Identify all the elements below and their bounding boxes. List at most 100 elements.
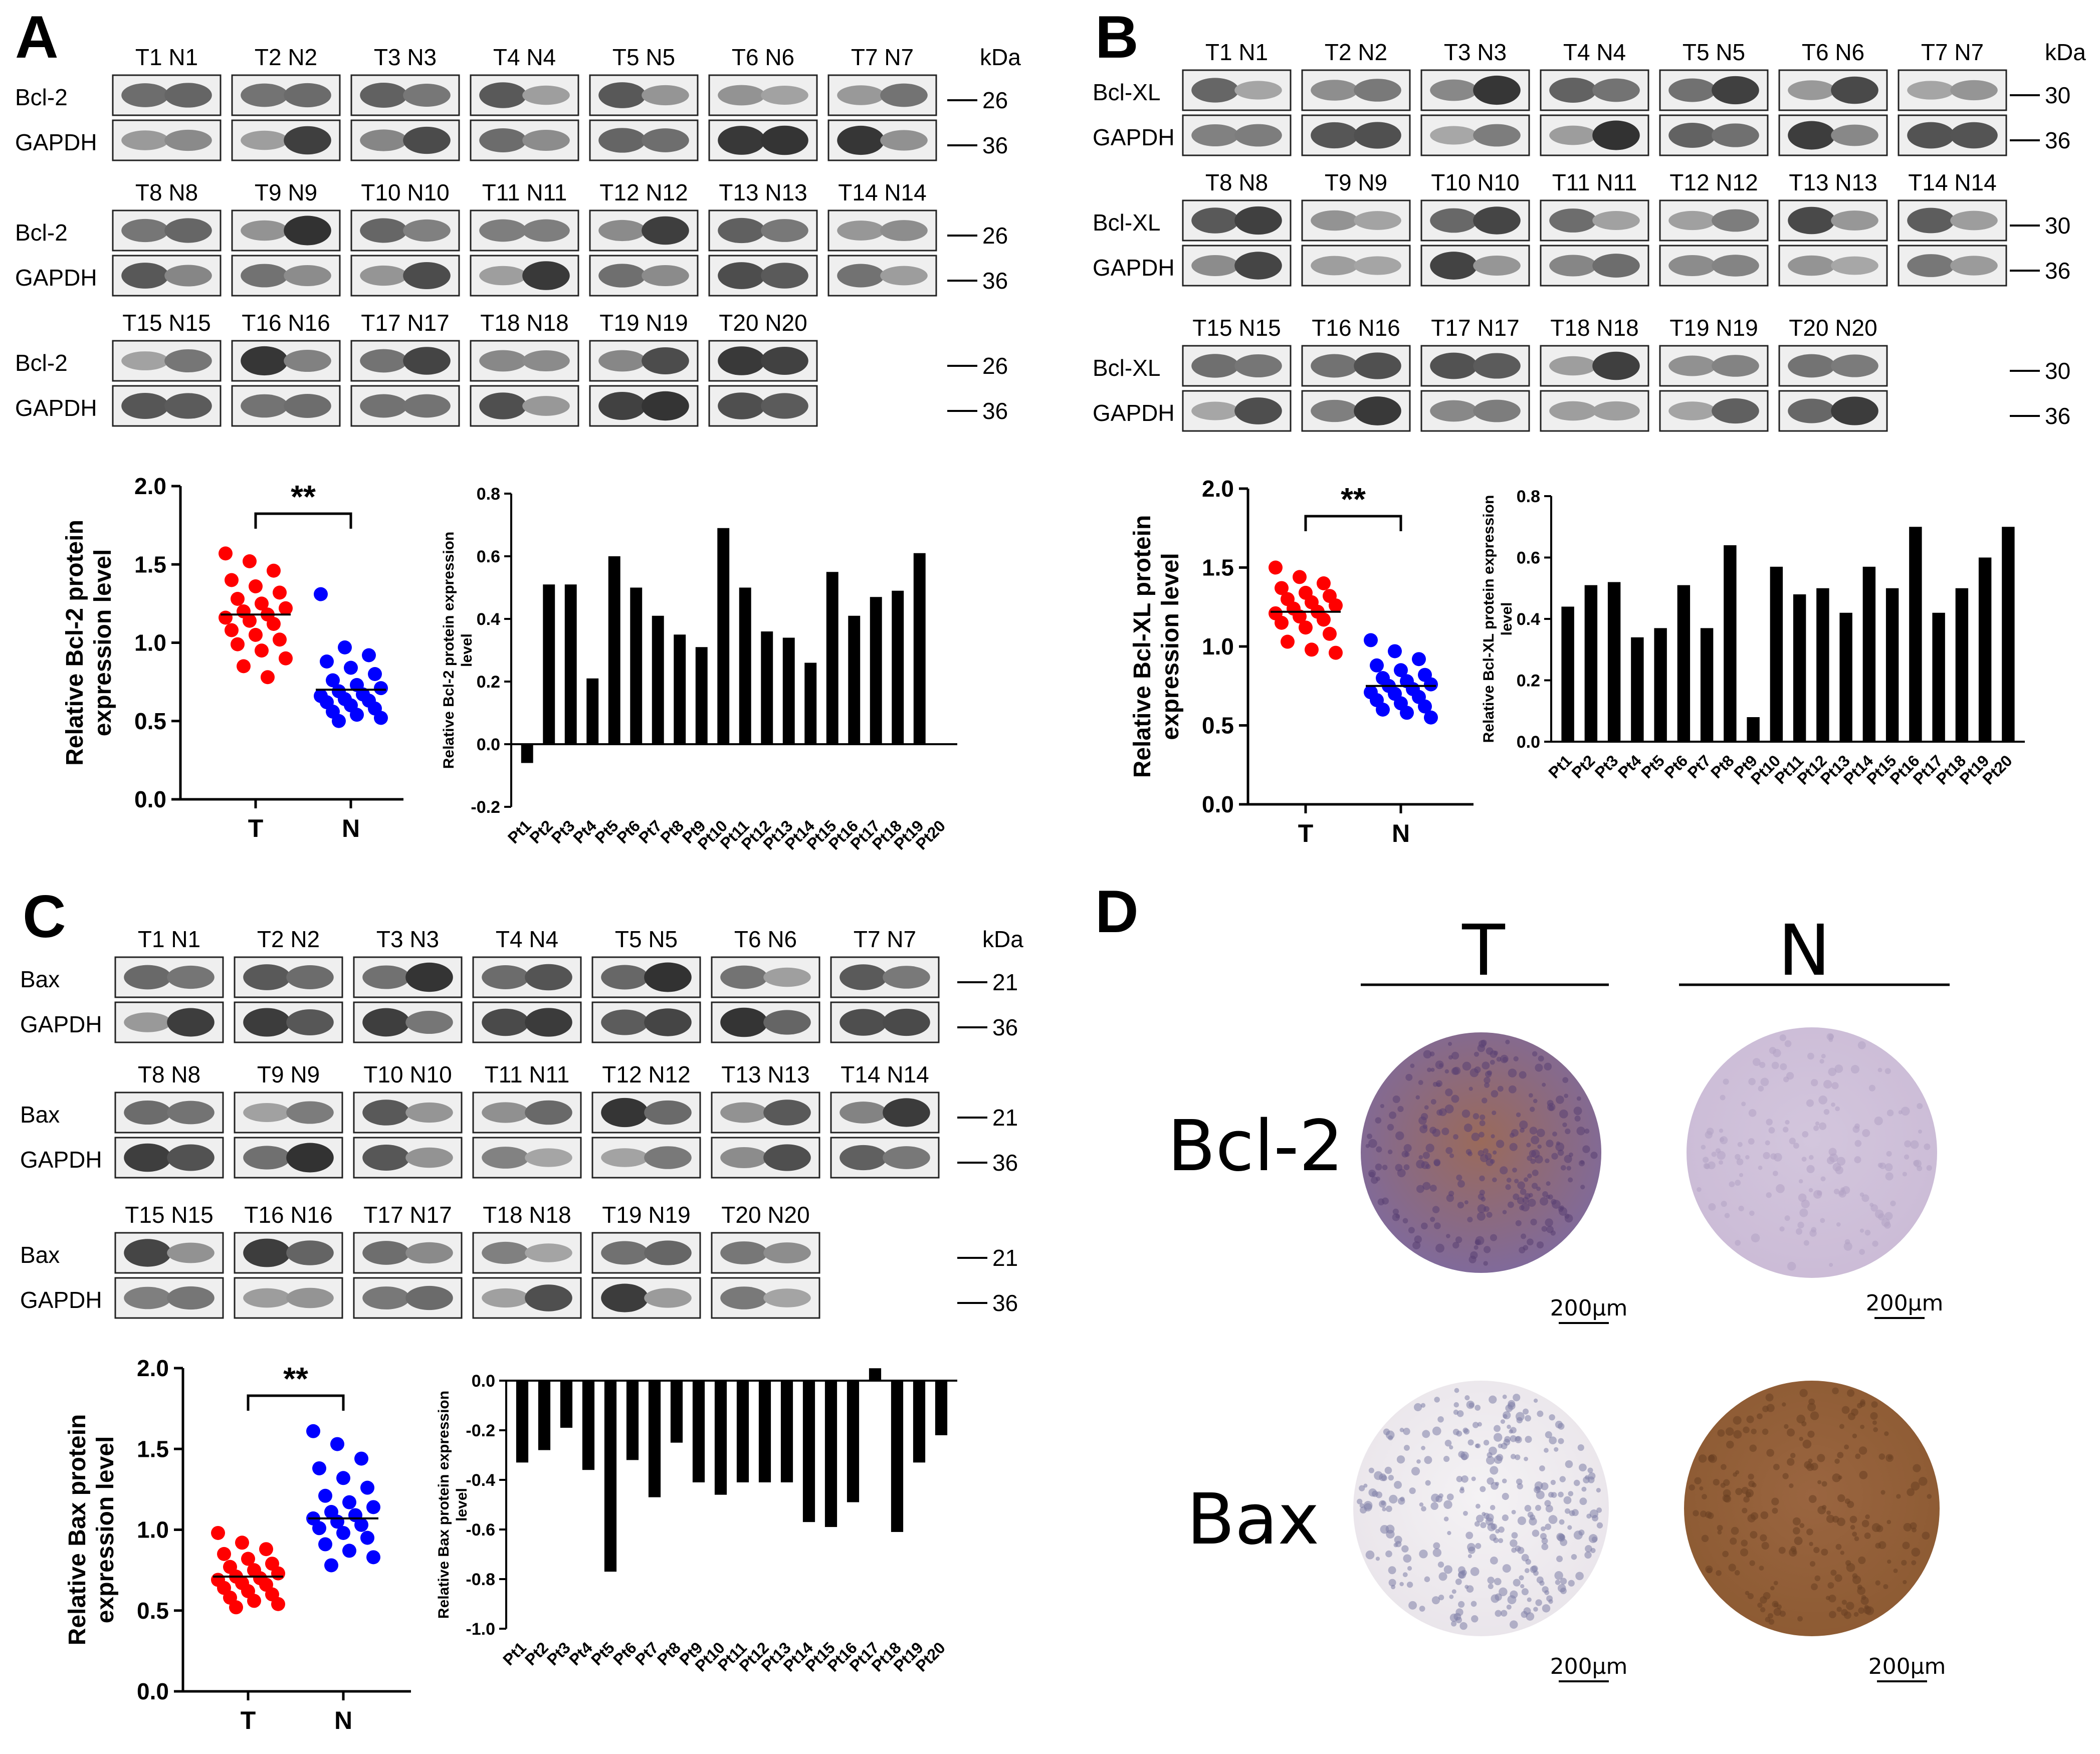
band-n [642,216,689,245]
data-point-n [1388,644,1402,659]
cell-dot [1539,1465,1545,1471]
band-n [167,1144,215,1171]
cell-dot [1734,1570,1740,1576]
cell-dot [1733,1430,1742,1439]
cell-dot [1446,1234,1450,1238]
cell-dot [1852,1575,1861,1585]
bar [648,1381,661,1497]
cell-dot [1462,1427,1468,1433]
cell-dot [1529,1127,1538,1135]
cell-dot [1698,1454,1707,1463]
cell-dot [1769,1047,1776,1054]
cell-dot [1424,1456,1432,1464]
cell-dot [1855,1453,1861,1459]
cell-dot [1713,1478,1720,1486]
cell-dot [1736,1158,1744,1166]
band-n [525,1100,572,1125]
band-t [241,130,288,150]
data-point-t [217,1547,231,1561]
bar [761,631,773,744]
cell-dot [1494,1578,1502,1586]
x-tick-label: N [1392,819,1410,847]
cell-dot [1821,1481,1827,1487]
band-t [1191,124,1239,147]
data-point-t [1299,620,1313,635]
cell-dot [1400,1496,1405,1502]
cell-dot [1741,1540,1748,1547]
cell-dot [1729,1181,1735,1187]
cell-dot [1721,1464,1727,1470]
mw-label-loading: 36 [2045,403,2070,429]
cell-dot [1835,1166,1843,1175]
cell-dot [1917,1103,1923,1110]
cell-dot [1865,1514,1870,1519]
cell-dot [1494,1455,1503,1464]
band-t [360,82,407,108]
ihc-panel: T N Bcl-2 Bax 200μm 200μm 200μm 200μm [1167,910,1950,1682]
cell-dot [1850,1524,1855,1530]
cell-dot [1536,1186,1541,1191]
band-t [243,1103,291,1122]
lane-pair-label: T10 N10 [1431,169,1519,195]
cell-dot [1565,1460,1573,1468]
band-n [883,1098,930,1127]
cell-dot [1831,1082,1839,1089]
band-t [241,346,288,376]
cell-dot [1448,1190,1454,1197]
cell-dot [1487,1452,1493,1458]
cell-dot [1517,1483,1523,1489]
cell-dot [1701,1145,1706,1150]
cell-dot [1746,1415,1754,1423]
mw-label-protein: 21 [992,1105,1018,1131]
cell-dot [1760,1511,1769,1519]
cell-dot [1524,1456,1528,1461]
band-t [601,1009,649,1035]
cell-dot [1551,1153,1558,1160]
cell-dot [1511,1129,1519,1137]
band-n [284,394,331,418]
cell-dot [1526,1612,1535,1621]
cell-dot [1749,1210,1755,1216]
cell-dot [1759,1566,1764,1571]
cell-dot [1456,1476,1463,1482]
y-axis-title: Relative Bcl-XL protein expression level [1481,495,1515,743]
mw-label-protein: 21 [992,969,1018,995]
cell-dot [1560,1587,1567,1594]
cell-dot [1430,1217,1435,1222]
cell-dot [1558,1207,1568,1216]
cell-dot [1467,1547,1476,1554]
cell-dot [1544,1062,1552,1071]
cell-dot [1731,1526,1739,1535]
cell-dot [1541,1226,1548,1232]
cell-dot [1411,1467,1420,1476]
cell-dot [1423,1050,1432,1059]
cell-dot [1359,1485,1365,1491]
panel-letter-a: A [15,4,59,71]
cell-dot [1533,1607,1538,1612]
cell-dot [1806,1165,1815,1173]
band-t [479,350,527,372]
data-point-t [271,1566,285,1581]
cell-dot [1431,1493,1440,1502]
cell-dot [1575,1572,1584,1581]
lane-pair-label: T10 N10 [363,1061,452,1087]
bar [1584,585,1598,742]
lane-pair-label: T18 N18 [483,1202,571,1228]
y-axis-title-line: Relative Bcl-XL protein [1129,515,1156,778]
cell-dot [1798,1193,1807,1202]
cell-dot [1483,1512,1490,1519]
cell-dot [1761,1542,1769,1550]
band-t [601,1283,649,1312]
cell-dot [1885,1172,1894,1181]
data-point-t [267,563,281,578]
y-tick-label: 0.5 [137,1598,169,1624]
data-point-t [231,637,245,651]
cell-dot [1474,1245,1479,1250]
cell-dot [1884,1431,1889,1436]
cell-dot [1534,1155,1543,1164]
band-n [761,346,808,375]
data-point-t [279,651,293,666]
cell-dot [1852,1531,1857,1537]
band-n [522,129,570,151]
cell-dot [1408,1601,1417,1610]
